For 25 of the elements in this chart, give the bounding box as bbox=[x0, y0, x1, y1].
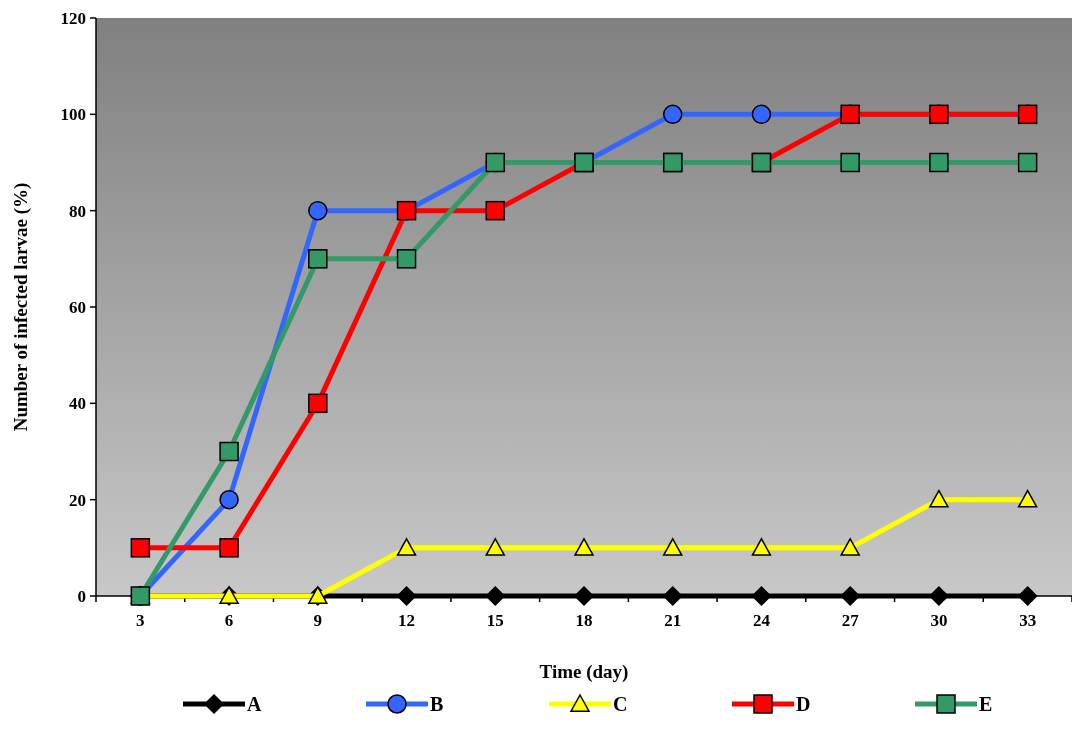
x-tick-label: 6 bbox=[224, 611, 234, 630]
y-tick-label: 40 bbox=[69, 394, 86, 414]
y-tick-label: 120 bbox=[60, 8, 86, 28]
y-tick-label: 0 bbox=[77, 586, 86, 606]
legend-label: E bbox=[979, 693, 993, 715]
legend-label: D bbox=[796, 693, 811, 715]
y-tick-label: 100 bbox=[60, 105, 86, 125]
legend-label: C bbox=[613, 693, 628, 715]
legend-label: B bbox=[430, 693, 444, 715]
y-axis-title: Number of infected larvae (%) bbox=[10, 182, 32, 432]
x-axis-title: Time (day) bbox=[539, 661, 629, 683]
x-tick-label: 9 bbox=[313, 611, 323, 630]
x-tick-label: 15 bbox=[486, 611, 504, 630]
x-tick-label: 3 bbox=[136, 611, 145, 630]
x-tick-label: 21 bbox=[664, 611, 682, 630]
y-tick-label: 60 bbox=[69, 297, 86, 317]
y-tick-label: 20 bbox=[69, 490, 86, 510]
x-tick-label: 12 bbox=[398, 611, 416, 630]
x-tick-label: 33 bbox=[1019, 611, 1037, 630]
x-tick-label: 27 bbox=[841, 611, 860, 630]
legend-label: A bbox=[247, 693, 262, 715]
x-tick-label: 24 bbox=[752, 611, 771, 630]
x-tick-label: 30 bbox=[930, 611, 948, 630]
y-tick-label: 80 bbox=[69, 201, 86, 221]
x-tick-label: 18 bbox=[575, 611, 593, 630]
